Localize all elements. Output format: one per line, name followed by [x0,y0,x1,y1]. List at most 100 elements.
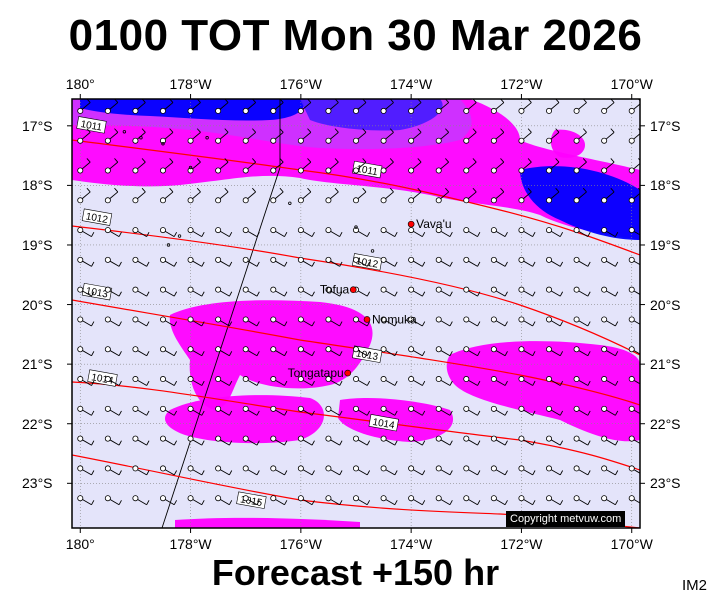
wind-barb [463,346,481,357]
wind-barb-staff [495,290,506,297]
wind-barb-staff [109,379,120,386]
wind-barb-staff [523,161,532,170]
wind-barb [242,405,260,416]
wind-barb-staff [137,379,147,386]
wind-barb-feather [224,158,229,163]
longitude-tick-label: 170°W [610,536,653,552]
wind-barb-feather [228,410,233,416]
wind-barb [325,346,343,357]
wind-barb-feather [532,321,536,327]
isobar-label-box [81,208,113,226]
wind-barb [187,495,205,506]
wind-station-circle [435,346,442,353]
latitude-tick-label: 17°S [22,117,53,134]
wind-barb-feather [615,500,619,505]
wind-barb-staff [523,230,533,237]
wind-barb-staff [578,379,589,386]
wind-barb-feather [362,158,367,163]
wind-barb-staff [109,350,120,357]
wind-station-circle [601,167,608,174]
wind-barb-feather [146,380,150,386]
wind-barb-staff [605,102,615,110]
wind-station-circle [435,405,442,412]
wind-station-circle [297,465,304,472]
wind-barb-feather [91,440,95,446]
wind-barb [132,187,146,204]
wind-barb [490,256,508,267]
wind-barb-staff [109,320,120,327]
wind-barb-feather [422,261,426,267]
wind-barb-feather [311,231,315,237]
wind-barb [187,316,205,327]
wind-station-circle [242,435,249,442]
wind-station-circle [601,495,608,502]
wind-station-circle [104,495,111,502]
latitude-tick-label: 22°S [22,415,53,432]
wind-barb-feather [555,187,560,193]
wind-barb-staff [192,102,201,110]
wind-barb-staff [358,320,368,327]
wind-barb-feather [173,321,178,327]
wind-station-circle [270,465,277,472]
wind-barb [104,99,119,114]
wind-station-circle [215,495,222,502]
wind-barb [628,256,640,266]
wind-barb-staff [275,290,285,297]
wind-barb-feather [366,351,371,356]
wind-barb [77,495,95,506]
wind-barb-staff [302,469,313,476]
island-outline [177,234,182,238]
wind-barb-staff [468,260,478,267]
wind-barb-staff [385,260,396,267]
wind-barb-feather [615,440,619,446]
wind-barb [325,187,339,204]
wind-barb-staff [523,409,533,416]
wind-station-circle [490,137,497,144]
wind-station-circle [270,316,277,323]
wind-barb [601,435,619,446]
wind-barb-feather [311,261,315,267]
wind-barb [380,158,394,174]
wind-barb-staff [468,499,478,506]
isobar-label-text: 1012 [355,256,379,271]
wind-barb [352,376,371,386]
wind-station-circle [159,346,166,353]
wind-station-circle [601,376,608,383]
wind-barb-staff [220,379,230,386]
wind-station-circle [628,107,635,114]
wind-barb-feather [91,321,95,327]
wind-barb-staff [330,102,339,110]
wind-barb [380,435,398,446]
wind-barb [380,187,394,204]
wind-barb-staff [440,260,451,267]
wind-barb [242,376,260,386]
wind-barb-staff [467,191,477,199]
wind-barb-staff [274,132,284,140]
wind-barb [463,405,481,416]
wind-barb [408,256,426,267]
isobar-label-box [76,116,107,134]
wind-barb-feather [504,470,508,476]
wind-station-circle [628,346,635,353]
wind-barb [628,405,640,415]
wind-barb-feather [394,380,398,386]
wind-station-circle [490,197,497,204]
wind-barb-staff [137,320,147,327]
wind-barb-feather [201,380,205,386]
wind-barb-feather [587,380,591,386]
wind-barb-staff [440,350,451,357]
wind-barb-feather [532,410,536,416]
wind-station-circle [132,376,139,383]
wind-barb [77,465,95,476]
wind-barb [187,405,205,416]
wind-barb [628,376,640,385]
wind-barb-feather [114,128,119,133]
wind-station-circle [628,256,635,263]
isobar-label-text: 1012 [85,211,109,226]
wind-barb-feather [86,158,91,163]
wind-barb-staff [440,469,451,476]
wind-barb-feather [366,440,371,446]
wind-barb-staff [330,350,340,357]
wind-barb-staff [357,191,367,199]
wind-barb [518,495,536,506]
